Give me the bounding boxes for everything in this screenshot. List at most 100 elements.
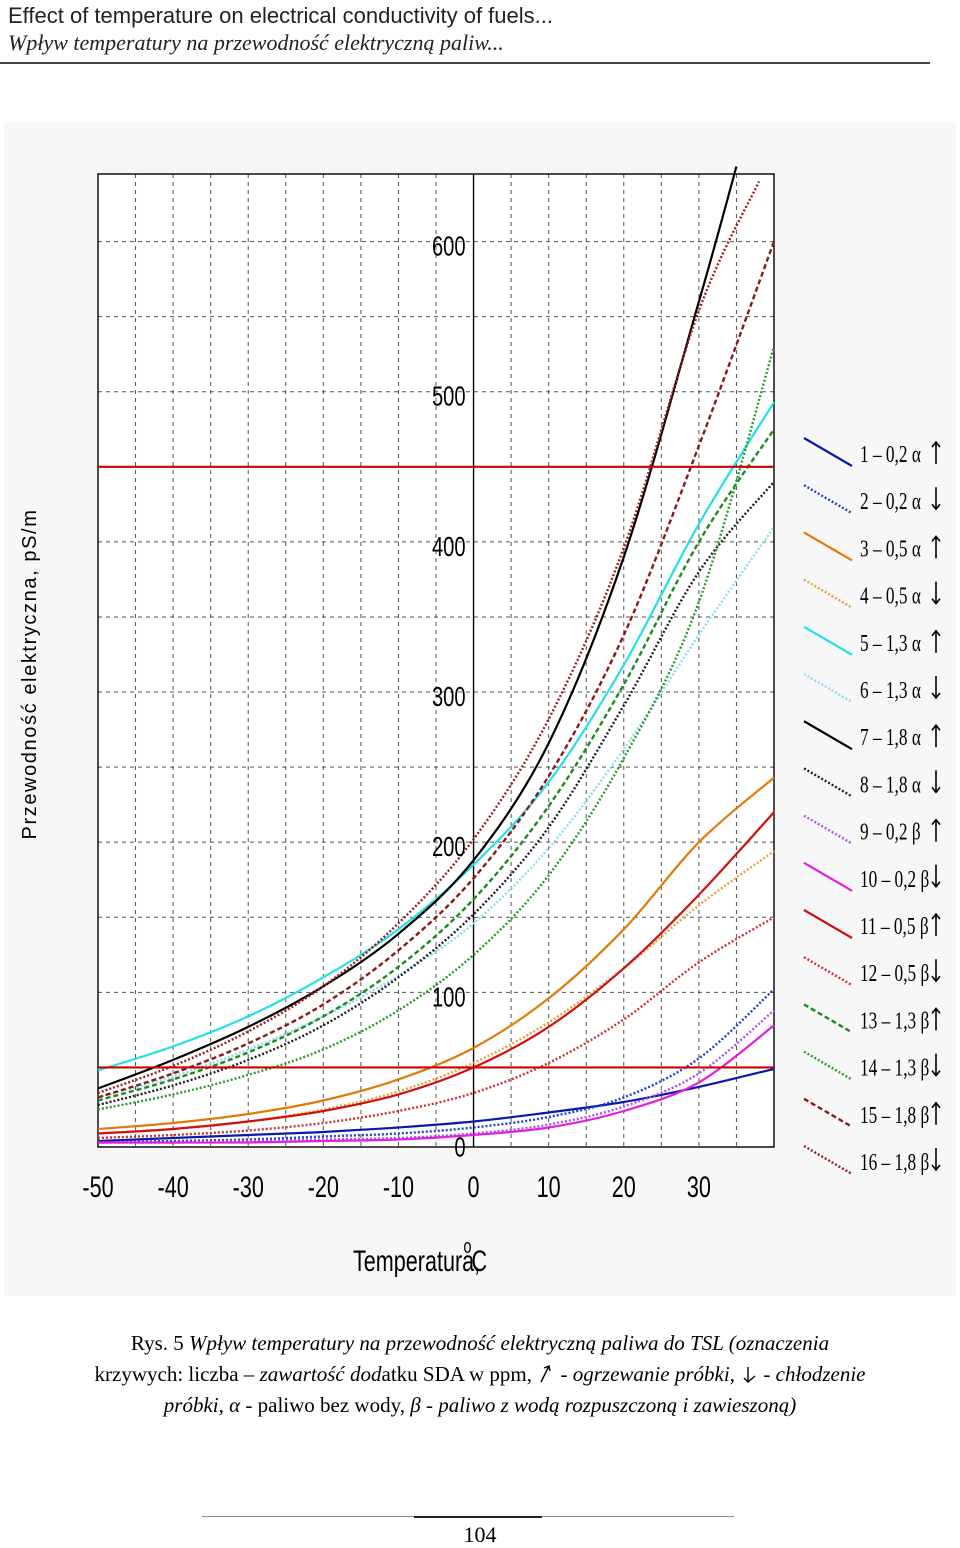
legend-swatch-9 xyxy=(803,814,853,845)
x-tick-label: -30 xyxy=(233,1169,264,1203)
series-line-5 xyxy=(97,401,775,1072)
y-tick-label: 300 xyxy=(432,682,466,713)
y-tick-label: 0 xyxy=(454,1132,465,1163)
legend-label-5: 5 – 1,3 α xyxy=(860,629,921,657)
legend-swatch-15 xyxy=(803,1097,853,1128)
x-axis-label-degree: o xyxy=(464,1235,472,1258)
series-line-13 xyxy=(97,428,775,1102)
running-header: Effect of temperature on electrical cond… xyxy=(8,2,928,56)
arrow-down-icon xyxy=(931,864,941,889)
legend-swatch-2 xyxy=(803,484,853,515)
caption-line2e: - chłodzenie xyxy=(758,1362,866,1386)
legend-swatch-7 xyxy=(803,720,853,751)
y-tick-label: 200 xyxy=(432,832,466,863)
caption-prefix: Rys. 5 xyxy=(130,1331,190,1355)
series-line-3 xyxy=(97,776,775,1131)
legend-swatch-10 xyxy=(803,861,853,892)
arrow-up-icon xyxy=(931,440,941,464)
arrow-down-icon xyxy=(743,1367,756,1383)
arrow-down-icon xyxy=(931,487,941,511)
legend-swatch-3 xyxy=(803,531,853,562)
y-tick-label: 100 xyxy=(432,982,466,1013)
series-line-4 xyxy=(97,850,775,1135)
legend-label-12: 12 – 0,5 β xyxy=(860,959,929,987)
legend-swatch-1 xyxy=(803,437,853,467)
header-title-en: Effect of temperature on electrical cond… xyxy=(8,3,553,28)
legend-label-15: 15 – 1,8 β xyxy=(860,1101,929,1129)
arrow-down-icon xyxy=(931,770,941,794)
legend-label-11: 11 – 0,5 β xyxy=(860,912,929,940)
legend-swatch-5 xyxy=(803,625,853,656)
arrow-down-icon xyxy=(931,959,941,983)
series-line-11 xyxy=(97,811,775,1135)
legend-label-10: 10 – 0,2 β xyxy=(860,865,929,893)
caption-line2b: zawartość dod xyxy=(259,1362,382,1386)
page-number: 104 xyxy=(463,1522,497,1547)
arrow-up-icon xyxy=(931,1007,941,1031)
plot-frame xyxy=(97,173,775,1148)
x-tick-label: 0 xyxy=(468,1169,480,1203)
series-line-2 xyxy=(97,988,775,1144)
header-rule xyxy=(0,62,930,64)
x-tick-label: 30 xyxy=(687,1169,711,1203)
legend-swatch-4 xyxy=(803,578,853,609)
series-line-6 xyxy=(97,526,775,1099)
y-tick-label: 500 xyxy=(432,382,466,413)
caption-line2c: atku SDA w ppm, xyxy=(381,1362,538,1386)
arrow-up-icon xyxy=(931,629,941,653)
legend-label-2: 2 – 0,2 α xyxy=(860,487,921,515)
legend-label-3: 3 – 0,5 α xyxy=(860,535,921,563)
arrow-down-icon xyxy=(931,581,941,605)
x-axis-label: Temperatura, xyxy=(353,1243,480,1277)
legend-swatch-12 xyxy=(803,956,853,987)
caption-line1: Wpływ temperatury na przewodność elektry… xyxy=(189,1331,830,1355)
caption-line3e: - paliwo z wodą rozpuszczoną i zawieszon… xyxy=(420,1393,797,1417)
legend-label-6: 6 – 1,3 α xyxy=(860,676,921,704)
legend-swatch-14 xyxy=(803,1050,853,1081)
legend-label-4: 4 – 0,5 α xyxy=(860,582,921,610)
arrow-up-icon xyxy=(931,912,941,936)
caption-line3a: próbki, xyxy=(163,1393,230,1417)
legend-swatch-16 xyxy=(803,1144,853,1176)
x-tick-label: 20 xyxy=(612,1169,636,1203)
legend-label-13: 13 – 1,3 β xyxy=(860,1007,929,1035)
legend-swatch-13 xyxy=(803,1003,853,1034)
legend-swatch-11 xyxy=(803,909,853,939)
legend-swatch-6 xyxy=(803,672,853,704)
x-tick-label: -50 xyxy=(82,1169,113,1203)
series-line-16 xyxy=(97,180,761,1095)
caption-alpha: α xyxy=(229,1393,241,1417)
series-line-14 xyxy=(97,346,776,1111)
arrow-down-icon xyxy=(931,1053,941,1077)
legend-label-8: 8 – 1,8 α xyxy=(860,771,921,799)
y-axis-label: Przewodność elektryczna, pS/m xyxy=(19,509,41,840)
legend-swatch-8 xyxy=(803,767,853,798)
caption-line2a: krzywych: liczba – xyxy=(94,1362,260,1386)
series-line-10 xyxy=(97,1024,775,1144)
legend-label-16: 16 – 1,8 β xyxy=(860,1148,929,1176)
x-tick-label: -20 xyxy=(308,1169,339,1203)
arrow-up-icon xyxy=(931,1101,941,1125)
y-tick-label: 400 xyxy=(432,532,466,563)
conductivity-chart: 0 100 200 300 400 500 600 -50 -40 -30 -20 -10 0 10 20 3… xyxy=(19,166,941,1278)
series-line-1 xyxy=(97,1067,775,1143)
series-line-15 xyxy=(97,241,776,1099)
footer-rule-accent xyxy=(414,1516,542,1518)
x-tick-label: -40 xyxy=(158,1169,189,1203)
header-title-pl: Wpływ temperatury na przewodność elektry… xyxy=(8,30,504,55)
figure-caption: Rys. 5 Wpływ temperatury na przewodność … xyxy=(0,1328,960,1421)
arrow-up-icon xyxy=(931,723,941,748)
figure-panel: 0 100 200 300 400 500 600 -50 -40 -30 -20 -10 0 10 20 3… xyxy=(4,122,956,1296)
legend-label-7: 7 – 1,8 α xyxy=(860,723,921,751)
arrow-up-icon xyxy=(931,818,941,842)
arrow-up-icon xyxy=(540,1365,551,1383)
x-tick-label: 10 xyxy=(537,1169,561,1203)
legend-label-1: 1 – 0,2 α xyxy=(860,440,921,468)
x-axis-label-unit: C xyxy=(472,1243,488,1277)
legend-label-14: 14 – 1,3 β xyxy=(860,1054,929,1082)
arrow-down-icon xyxy=(931,1148,941,1172)
caption-line3c: - paliwo bez wody, xyxy=(240,1393,411,1417)
arrow-up-icon xyxy=(931,535,941,559)
y-tick-label: 600 xyxy=(432,231,466,262)
arrow-down-icon xyxy=(931,676,941,700)
